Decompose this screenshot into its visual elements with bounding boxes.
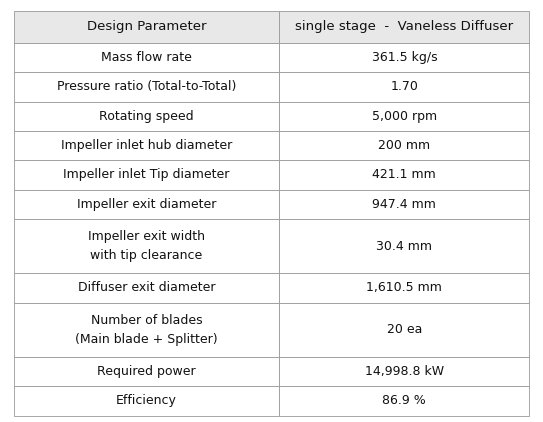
Text: 421.1 mm: 421.1 mm	[372, 168, 436, 181]
Bar	[279, 189, 529, 219]
Bar	[14, 386, 279, 416]
Bar	[279, 273, 529, 303]
Bar	[279, 131, 529, 160]
Bar	[14, 273, 279, 303]
Text: Impeller inlet Tip diameter: Impeller inlet Tip diameter	[63, 168, 230, 181]
Bar	[279, 43, 529, 72]
Bar	[14, 131, 279, 160]
Text: 20 ea: 20 ea	[387, 323, 422, 336]
Bar	[279, 72, 529, 102]
Bar	[14, 189, 279, 219]
Text: Design Parameter: Design Parameter	[87, 20, 206, 33]
Bar	[14, 72, 279, 102]
Bar	[279, 160, 529, 189]
Text: Pressure ratio (Total-to-Total): Pressure ratio (Total-to-Total)	[56, 80, 236, 93]
Text: Impeller exit diameter: Impeller exit diameter	[77, 198, 216, 211]
Bar	[279, 386, 529, 416]
Bar	[14, 102, 279, 131]
Bar	[279, 11, 529, 43]
Text: Mass flow rate: Mass flow rate	[101, 51, 192, 64]
Bar	[279, 219, 529, 273]
Text: 1.70: 1.70	[390, 80, 418, 93]
Text: 1,610.5 mm: 1,610.5 mm	[367, 281, 442, 295]
Text: 14,998.8 kW: 14,998.8 kW	[365, 365, 444, 378]
Bar	[279, 102, 529, 131]
Bar	[14, 219, 279, 273]
Bar	[14, 357, 279, 386]
Bar	[14, 160, 279, 189]
Bar	[279, 357, 529, 386]
Bar	[279, 303, 529, 357]
Text: 5,000 rpm: 5,000 rpm	[372, 110, 437, 123]
Text: Rotating speed: Rotating speed	[99, 110, 194, 123]
Text: Impeller exit width
with tip clearance: Impeller exit width with tip clearance	[88, 230, 205, 262]
Bar	[14, 303, 279, 357]
Text: 86.9 %: 86.9 %	[382, 395, 426, 408]
Text: 30.4 mm: 30.4 mm	[376, 240, 432, 253]
Bar	[14, 11, 279, 43]
Text: Number of blades
(Main blade + Splitter): Number of blades (Main blade + Splitter)	[75, 314, 218, 346]
Text: Required power: Required power	[97, 365, 195, 378]
Text: 947.4 mm: 947.4 mm	[372, 198, 436, 211]
Text: 200 mm: 200 mm	[378, 139, 431, 152]
Text: Diffuser exit diameter: Diffuser exit diameter	[78, 281, 215, 295]
Text: 361.5 kg/s: 361.5 kg/s	[371, 51, 437, 64]
Bar	[14, 43, 279, 72]
Text: Efficiency: Efficiency	[116, 395, 177, 408]
Text: Impeller inlet hub diameter: Impeller inlet hub diameter	[61, 139, 232, 152]
Text: single stage  -  Vaneless Diffuser: single stage - Vaneless Diffuser	[295, 20, 513, 33]
